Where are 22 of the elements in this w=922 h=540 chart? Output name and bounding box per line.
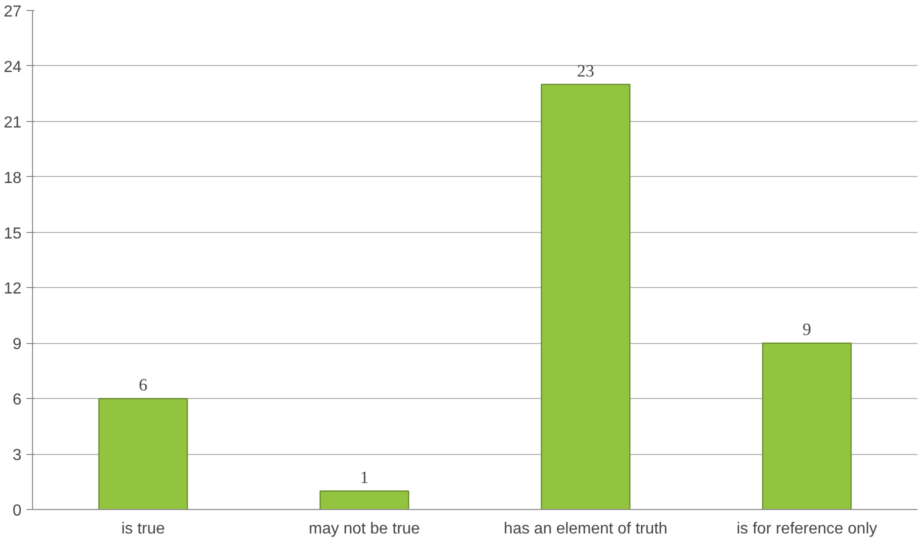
data-label: 1 xyxy=(360,468,369,488)
bar xyxy=(762,342,852,510)
y-tick-label: 0 xyxy=(12,502,22,520)
y-tick-label: 18 xyxy=(4,170,22,187)
y-tick-label: 15 xyxy=(4,225,22,242)
bar xyxy=(540,84,630,510)
x-tick-label: is for reference only xyxy=(736,520,878,538)
y-tick-label: 24 xyxy=(4,58,22,76)
x-tick-label: is true xyxy=(121,520,166,538)
y-tick-label: 6 xyxy=(12,392,22,409)
y-tick-label: 3 xyxy=(12,447,22,464)
bar xyxy=(98,398,188,510)
y-tick-label: 27 xyxy=(4,4,22,20)
x-tick-label: has an element of truth xyxy=(504,520,668,538)
x-tick-label: may not be true xyxy=(308,520,420,538)
y-tick-label: 9 xyxy=(12,336,22,354)
data-label: 6 xyxy=(138,376,148,395)
data-label: 9 xyxy=(802,320,812,340)
y-tick-label: 21 xyxy=(4,114,22,132)
data-label: 23 xyxy=(576,61,594,80)
y-tick-label: 12 xyxy=(4,280,22,298)
bar xyxy=(320,490,410,510)
